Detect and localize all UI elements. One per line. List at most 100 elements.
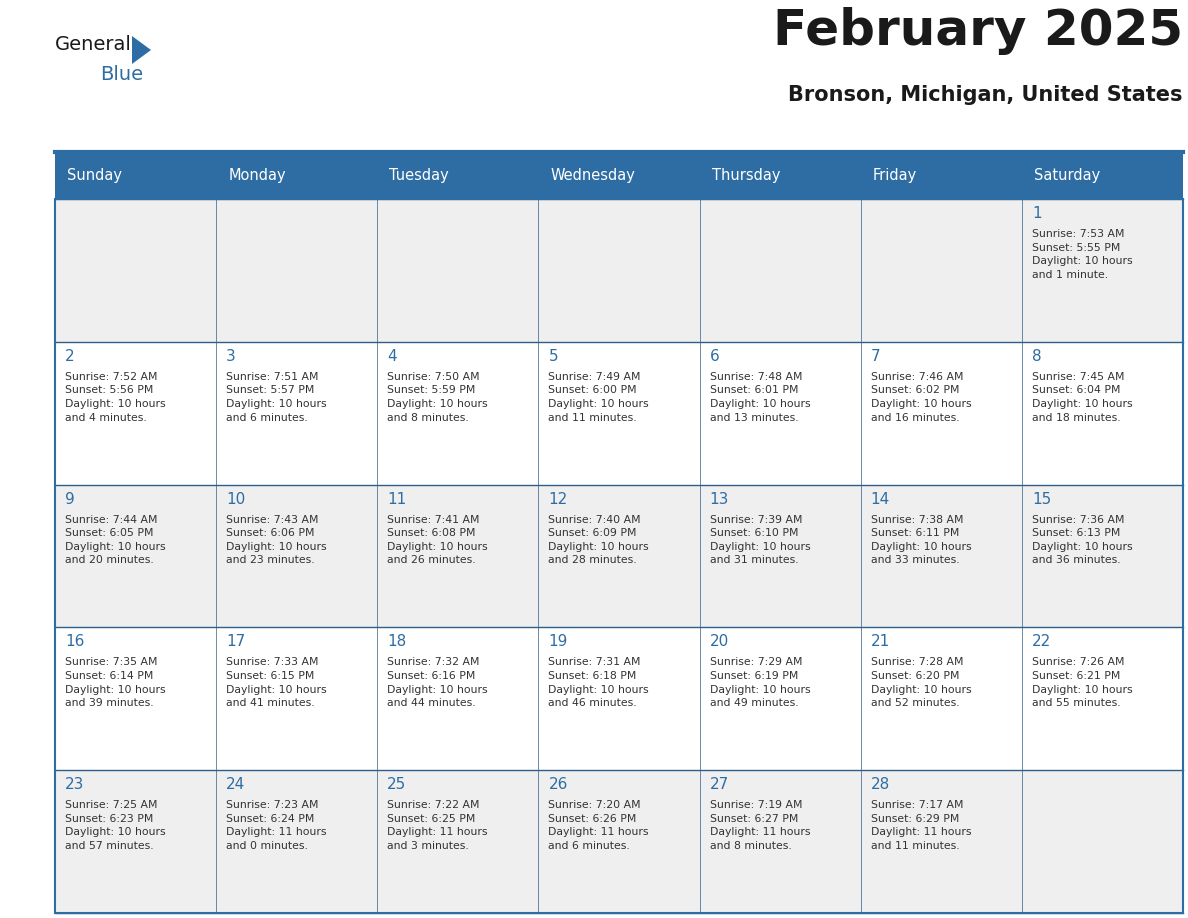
Text: Sunrise: 7:25 AM
Sunset: 6:23 PM
Daylight: 10 hours
and 57 minutes.: Sunrise: 7:25 AM Sunset: 6:23 PM Dayligh… (65, 800, 165, 851)
Text: Monday: Monday (228, 168, 286, 183)
Text: 17: 17 (226, 634, 246, 649)
Bar (538, 485, 700, 627)
Text: Wednesday: Wednesday (550, 168, 636, 183)
Bar (378, 485, 538, 627)
Bar (538, 341, 700, 485)
Text: 22: 22 (1032, 634, 1051, 649)
Text: Friday: Friday (873, 168, 917, 183)
Text: Sunrise: 7:53 AM
Sunset: 5:55 PM
Daylight: 10 hours
and 1 minute.: Sunrise: 7:53 AM Sunset: 5:55 PM Dayligh… (1032, 229, 1132, 280)
Bar (861, 341, 1022, 485)
Text: 28: 28 (871, 778, 890, 792)
Bar (55, 627, 216, 770)
Text: Sunday: Sunday (67, 168, 122, 183)
Bar (861, 770, 1022, 913)
Text: Sunrise: 7:36 AM
Sunset: 6:13 PM
Daylight: 10 hours
and 36 minutes.: Sunrise: 7:36 AM Sunset: 6:13 PM Dayligh… (1032, 515, 1132, 565)
Text: 8: 8 (1032, 349, 1042, 364)
Text: 16: 16 (65, 634, 84, 649)
Bar (55, 485, 216, 627)
Text: 15: 15 (1032, 492, 1051, 507)
Text: 7: 7 (871, 349, 880, 364)
Text: February 2025: February 2025 (773, 7, 1183, 55)
Text: Sunrise: 7:33 AM
Sunset: 6:15 PM
Daylight: 10 hours
and 41 minutes.: Sunrise: 7:33 AM Sunset: 6:15 PM Dayligh… (226, 657, 327, 708)
Bar (538, 770, 700, 913)
Bar (55, 199, 1183, 913)
Text: 26: 26 (549, 778, 568, 792)
Text: Sunrise: 7:52 AM
Sunset: 5:56 PM
Daylight: 10 hours
and 4 minutes.: Sunrise: 7:52 AM Sunset: 5:56 PM Dayligh… (65, 372, 165, 422)
Text: Sunrise: 7:38 AM
Sunset: 6:11 PM
Daylight: 10 hours
and 33 minutes.: Sunrise: 7:38 AM Sunset: 6:11 PM Dayligh… (871, 515, 972, 565)
Bar (378, 627, 538, 770)
Text: Sunrise: 7:48 AM
Sunset: 6:01 PM
Daylight: 10 hours
and 13 minutes.: Sunrise: 7:48 AM Sunset: 6:01 PM Dayligh… (709, 372, 810, 422)
Text: Sunrise: 7:40 AM
Sunset: 6:09 PM
Daylight: 10 hours
and 28 minutes.: Sunrise: 7:40 AM Sunset: 6:09 PM Dayligh… (549, 515, 649, 565)
Text: Tuesday: Tuesday (390, 168, 449, 183)
Bar (55, 199, 216, 341)
Bar (700, 341, 861, 485)
Bar (216, 485, 378, 627)
Text: 21: 21 (871, 634, 890, 649)
Text: Saturday: Saturday (1034, 168, 1100, 183)
Text: Sunrise: 7:28 AM
Sunset: 6:20 PM
Daylight: 10 hours
and 52 minutes.: Sunrise: 7:28 AM Sunset: 6:20 PM Dayligh… (871, 657, 972, 708)
Text: 6: 6 (709, 349, 719, 364)
Text: Thursday: Thursday (712, 168, 781, 183)
Bar (700, 770, 861, 913)
Text: Sunrise: 7:41 AM
Sunset: 6:08 PM
Daylight: 10 hours
and 26 minutes.: Sunrise: 7:41 AM Sunset: 6:08 PM Dayligh… (387, 515, 488, 565)
Text: 2: 2 (65, 349, 75, 364)
Text: 5: 5 (549, 349, 558, 364)
Text: Sunrise: 7:23 AM
Sunset: 6:24 PM
Daylight: 11 hours
and 0 minutes.: Sunrise: 7:23 AM Sunset: 6:24 PM Dayligh… (226, 800, 327, 851)
Text: Sunrise: 7:17 AM
Sunset: 6:29 PM
Daylight: 11 hours
and 11 minutes.: Sunrise: 7:17 AM Sunset: 6:29 PM Dayligh… (871, 800, 972, 851)
Text: Bronson, Michigan, United States: Bronson, Michigan, United States (789, 85, 1183, 105)
Text: Sunrise: 7:35 AM
Sunset: 6:14 PM
Daylight: 10 hours
and 39 minutes.: Sunrise: 7:35 AM Sunset: 6:14 PM Dayligh… (65, 657, 165, 708)
Text: 27: 27 (709, 778, 728, 792)
Text: General: General (55, 35, 132, 54)
Bar (861, 627, 1022, 770)
Text: Sunrise: 7:20 AM
Sunset: 6:26 PM
Daylight: 11 hours
and 6 minutes.: Sunrise: 7:20 AM Sunset: 6:26 PM Dayligh… (549, 800, 649, 851)
Text: Sunrise: 7:39 AM
Sunset: 6:10 PM
Daylight: 10 hours
and 31 minutes.: Sunrise: 7:39 AM Sunset: 6:10 PM Dayligh… (709, 515, 810, 565)
Bar (55, 341, 216, 485)
Bar (1022, 627, 1183, 770)
Bar (538, 627, 700, 770)
Bar (216, 627, 378, 770)
Text: 19: 19 (549, 634, 568, 649)
Text: Sunrise: 7:32 AM
Sunset: 6:16 PM
Daylight: 10 hours
and 44 minutes.: Sunrise: 7:32 AM Sunset: 6:16 PM Dayligh… (387, 657, 488, 708)
Text: Blue: Blue (100, 65, 143, 84)
Text: 24: 24 (226, 778, 246, 792)
Bar (538, 199, 700, 341)
Text: 25: 25 (387, 778, 406, 792)
Text: 10: 10 (226, 492, 246, 507)
Text: Sunrise: 7:46 AM
Sunset: 6:02 PM
Daylight: 10 hours
and 16 minutes.: Sunrise: 7:46 AM Sunset: 6:02 PM Dayligh… (871, 372, 972, 422)
Text: 9: 9 (65, 492, 75, 507)
Bar (700, 627, 861, 770)
Polygon shape (132, 36, 151, 64)
Text: Sunrise: 7:43 AM
Sunset: 6:06 PM
Daylight: 10 hours
and 23 minutes.: Sunrise: 7:43 AM Sunset: 6:06 PM Dayligh… (226, 515, 327, 565)
Text: 11: 11 (387, 492, 406, 507)
Text: Sunrise: 7:50 AM
Sunset: 5:59 PM
Daylight: 10 hours
and 8 minutes.: Sunrise: 7:50 AM Sunset: 5:59 PM Dayligh… (387, 372, 488, 422)
Bar (1022, 199, 1183, 341)
Text: 1: 1 (1032, 206, 1042, 221)
Bar (1022, 341, 1183, 485)
Text: 20: 20 (709, 634, 728, 649)
Bar (216, 770, 378, 913)
Text: 12: 12 (549, 492, 568, 507)
Text: 3: 3 (226, 349, 236, 364)
Text: Sunrise: 7:31 AM
Sunset: 6:18 PM
Daylight: 10 hours
and 46 minutes.: Sunrise: 7:31 AM Sunset: 6:18 PM Dayligh… (549, 657, 649, 708)
Bar (1022, 770, 1183, 913)
Text: 23: 23 (65, 778, 84, 792)
Bar (216, 199, 378, 341)
Bar (700, 485, 861, 627)
Text: 18: 18 (387, 634, 406, 649)
Bar (55, 152, 1183, 199)
Bar (861, 199, 1022, 341)
Text: 4: 4 (387, 349, 397, 364)
Text: Sunrise: 7:22 AM
Sunset: 6:25 PM
Daylight: 11 hours
and 3 minutes.: Sunrise: 7:22 AM Sunset: 6:25 PM Dayligh… (387, 800, 488, 851)
Text: Sunrise: 7:26 AM
Sunset: 6:21 PM
Daylight: 10 hours
and 55 minutes.: Sunrise: 7:26 AM Sunset: 6:21 PM Dayligh… (1032, 657, 1132, 708)
Text: Sunrise: 7:44 AM
Sunset: 6:05 PM
Daylight: 10 hours
and 20 minutes.: Sunrise: 7:44 AM Sunset: 6:05 PM Dayligh… (65, 515, 165, 565)
Bar (378, 199, 538, 341)
Text: Sunrise: 7:49 AM
Sunset: 6:00 PM
Daylight: 10 hours
and 11 minutes.: Sunrise: 7:49 AM Sunset: 6:00 PM Dayligh… (549, 372, 649, 422)
Bar (1022, 485, 1183, 627)
Bar (378, 770, 538, 913)
Text: 14: 14 (871, 492, 890, 507)
Text: Sunrise: 7:29 AM
Sunset: 6:19 PM
Daylight: 10 hours
and 49 minutes.: Sunrise: 7:29 AM Sunset: 6:19 PM Dayligh… (709, 657, 810, 708)
Text: Sunrise: 7:45 AM
Sunset: 6:04 PM
Daylight: 10 hours
and 18 minutes.: Sunrise: 7:45 AM Sunset: 6:04 PM Dayligh… (1032, 372, 1132, 422)
Bar (378, 341, 538, 485)
Text: Sunrise: 7:19 AM
Sunset: 6:27 PM
Daylight: 11 hours
and 8 minutes.: Sunrise: 7:19 AM Sunset: 6:27 PM Dayligh… (709, 800, 810, 851)
Text: 13: 13 (709, 492, 729, 507)
